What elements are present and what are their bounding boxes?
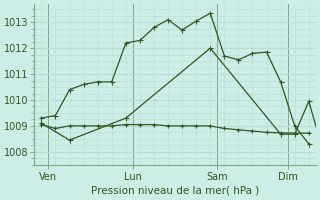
X-axis label: Pression niveau de la mer( hPa ): Pression niveau de la mer( hPa ) (91, 186, 259, 196)
